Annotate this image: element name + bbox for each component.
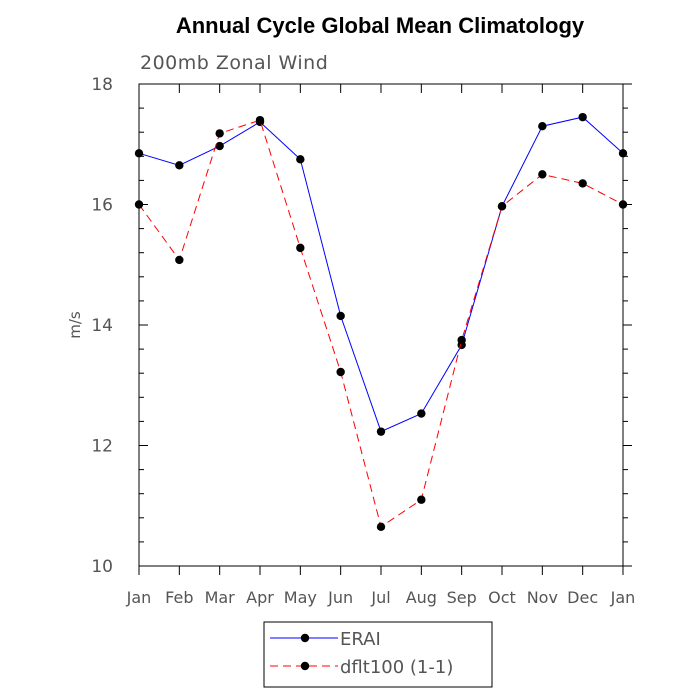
legend-label-erai: ERAI [340, 629, 381, 650]
y-tick-label: 18 [91, 75, 113, 95]
x-tick-label: Aug [406, 588, 437, 607]
data-point-erai [538, 121, 547, 131]
data-point-dflt100 [376, 522, 386, 532]
legend-label-dflt100: dflt100 (1-1) [340, 657, 453, 678]
chart-title: Annual Cycle Global Mean Climatology [176, 13, 585, 38]
data-point-dflt100 [296, 243, 305, 253]
data-point-dflt100 [417, 495, 426, 504]
data-point-dflt100 [255, 115, 265, 125]
legend: ERAI dflt100 (1-1) [263, 621, 493, 688]
data-point-erai [296, 155, 305, 164]
y-tick-label: 16 [91, 196, 113, 216]
data-point-erai [578, 112, 587, 122]
x-tick-label: Jan [126, 588, 152, 607]
x-tick-label: Sep [447, 588, 477, 607]
y-tick-label: 12 [91, 437, 113, 457]
y-tick-label: 10 [91, 557, 113, 577]
legend-marker-dflt100 [300, 661, 310, 671]
data-point-dflt100 [215, 129, 224, 138]
series-erai [134, 112, 628, 436]
data-point-dflt100 [175, 255, 184, 265]
series-line-erai [138, 116, 624, 433]
chart-subtitle: 200mb Zonal Wind [140, 52, 328, 74]
data-point-erai [175, 161, 184, 170]
x-tick-label: Jun [327, 588, 353, 607]
data-point-dflt100 [538, 170, 547, 179]
data-point-dflt100 [336, 367, 345, 377]
data-point-erai [336, 311, 345, 321]
series-line-dflt100 [138, 119, 624, 528]
legend-box [263, 621, 493, 688]
x-tick-label: Oct [488, 588, 516, 607]
x-tick-label: Mar [205, 588, 236, 607]
data-point-dflt100 [457, 335, 466, 345]
x-tick-label: Dec [567, 588, 598, 607]
data-point-dflt100 [497, 202, 507, 211]
x-tick-label: Jan [610, 588, 636, 607]
data-point-dflt100 [578, 179, 587, 188]
x-tick-label: Apr [246, 588, 274, 607]
x-tick-label: May [284, 588, 317, 607]
series-layer [134, 112, 628, 532]
data-point-erai [376, 427, 386, 436]
ticks-layer: Jan Feb Mar Apr May Jun Jul Aug Sep Oct Nov Dec Jan 1… [91, 75, 635, 607]
plot-frame [138, 83, 624, 567]
y-axis-label: m/s [66, 311, 84, 339]
legend-marker-erai [300, 633, 310, 643]
series-dflt100 [134, 115, 628, 532]
y-tick-label: 14 [91, 316, 113, 336]
data-point-erai [215, 141, 224, 151]
x-tick-label: Nov [527, 588, 558, 607]
data-point-erai [417, 409, 426, 418]
x-tick-label: Jul [370, 588, 390, 607]
x-tick-label: Feb [165, 588, 193, 607]
